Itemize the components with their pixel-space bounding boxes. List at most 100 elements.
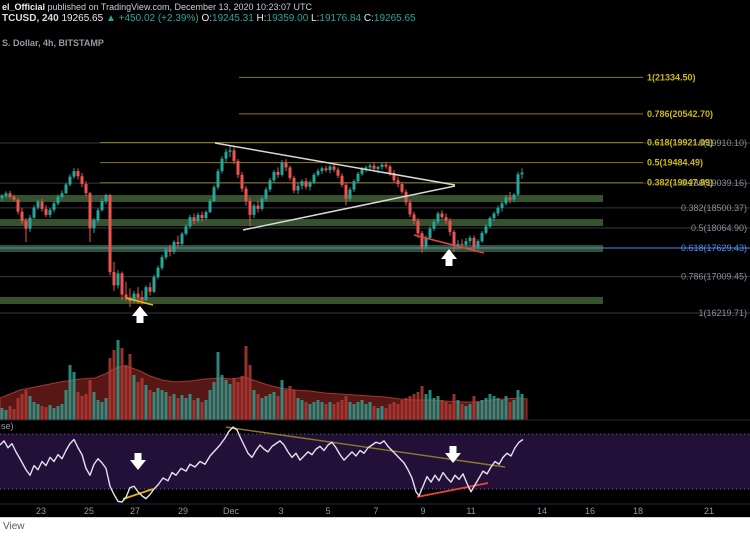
candle-body <box>260 198 264 209</box>
rsi-trendline[interactable] <box>416 482 489 498</box>
candle-body <box>212 187 216 202</box>
volume-bar <box>36 404 40 420</box>
trendline[interactable] <box>242 185 456 231</box>
volume-bar <box>208 390 212 420</box>
support-band[interactable] <box>0 195 603 203</box>
candle-body <box>500 203 504 208</box>
trendline[interactable] <box>214 142 456 186</box>
down-arrow-marker[interactable] <box>445 446 461 464</box>
last-price: 19265.65 <box>61 13 104 24</box>
candle-body <box>508 197 512 200</box>
up-arrow-marker[interactable] <box>441 248 457 266</box>
candle-body <box>372 165 376 169</box>
candle-body <box>140 297 144 301</box>
candle-body <box>424 237 428 248</box>
volume-bar <box>432 398 436 420</box>
candle-body <box>4 193 8 196</box>
candle-body <box>392 172 396 181</box>
candle-body <box>12 196 16 200</box>
support-band[interactable] <box>0 296 603 304</box>
volume-bar <box>400 400 404 420</box>
volume-bar <box>168 396 172 420</box>
candle-body <box>120 273 124 295</box>
rsi-line <box>0 426 524 503</box>
volume-bar <box>108 358 112 420</box>
volume-bar <box>88 380 92 420</box>
volume-bar <box>504 396 508 420</box>
candle-body <box>84 183 88 194</box>
candle-body <box>512 194 516 200</box>
volume-bar <box>24 390 28 420</box>
candle-body <box>472 237 476 248</box>
volume-bar <box>4 410 8 420</box>
fib-level-label: 0.382(18500.37) <box>681 203 747 213</box>
candle-body <box>428 228 432 238</box>
date-axis-label[interactable]: 11 <box>466 506 475 516</box>
volume-bar <box>324 404 328 420</box>
trendline[interactable] <box>125 297 154 306</box>
volume-bar <box>280 380 284 420</box>
candle-body <box>284 162 288 168</box>
candle-body <box>360 168 364 174</box>
volume-bar <box>452 394 456 420</box>
volume-bar <box>348 402 352 420</box>
volume-bar <box>80 396 84 420</box>
date-axis-label[interactable]: 14 <box>537 506 547 516</box>
date-axis-label[interactable]: Dec <box>223 506 240 516</box>
candle-body <box>276 172 280 175</box>
candle-body <box>464 241 468 245</box>
candle-body <box>448 220 452 232</box>
down-arrow-marker[interactable] <box>130 453 146 471</box>
rsi-trendline[interactable] <box>122 488 154 500</box>
candle-body <box>44 208 48 215</box>
date-axis-label[interactable]: 23 <box>36 506 46 516</box>
volume-bar <box>404 398 408 420</box>
date-axis-label[interactable]: 25 <box>84 506 94 516</box>
candle-body <box>280 162 284 175</box>
up-arrow-marker[interactable] <box>132 306 148 324</box>
volume-bar <box>140 378 144 420</box>
date-axis-label[interactable]: 21 <box>704 506 714 516</box>
volume-bar <box>56 406 60 420</box>
volume-bar <box>364 404 368 420</box>
date-axis-label[interactable]: 7 <box>373 506 378 516</box>
candle-body <box>400 183 404 192</box>
candle-body <box>520 172 524 175</box>
tradingview-watermark: View <box>3 521 25 532</box>
candle-body <box>104 195 108 202</box>
trendline[interactable] <box>413 234 485 254</box>
candle-body <box>200 214 204 219</box>
volume-bar <box>440 400 444 420</box>
volume-bar <box>460 404 464 420</box>
candle-body <box>176 242 180 244</box>
date-axis-label[interactable]: 29 <box>178 506 188 516</box>
date-axis-label[interactable]: 5 <box>325 506 330 516</box>
volume-bar <box>224 380 228 420</box>
rsi-indicator-label[interactable]: se) <box>1 421 14 431</box>
candle-body <box>292 178 296 191</box>
candle-body <box>56 196 60 204</box>
volume-bar <box>172 394 176 420</box>
candle-body <box>164 249 168 258</box>
fib-level-label: 0.786(20542.70) <box>647 109 713 119</box>
candle-body <box>504 197 508 204</box>
support-band[interactable] <box>0 219 603 227</box>
low-label: L: <box>311 13 320 24</box>
low-value: 19176.84 <box>319 13 362 24</box>
date-axis-label[interactable]: 27 <box>130 506 140 516</box>
volume-bar <box>476 402 480 420</box>
date-axis-label[interactable]: 9 <box>420 506 425 516</box>
candle-body <box>436 213 440 222</box>
date-axis-label[interactable]: 3 <box>278 506 283 516</box>
volume-bar <box>60 404 64 420</box>
candle-body <box>516 174 520 195</box>
date-axis-label[interactable]: 18 <box>633 506 643 516</box>
date-axis-label[interactable]: 16 <box>585 506 595 516</box>
candle-body <box>316 171 320 175</box>
volume-bar <box>500 400 504 420</box>
candle-body <box>100 201 104 211</box>
candle-body <box>496 207 500 214</box>
rsi-trendline[interactable] <box>225 426 506 468</box>
volume-bar <box>436 396 440 420</box>
